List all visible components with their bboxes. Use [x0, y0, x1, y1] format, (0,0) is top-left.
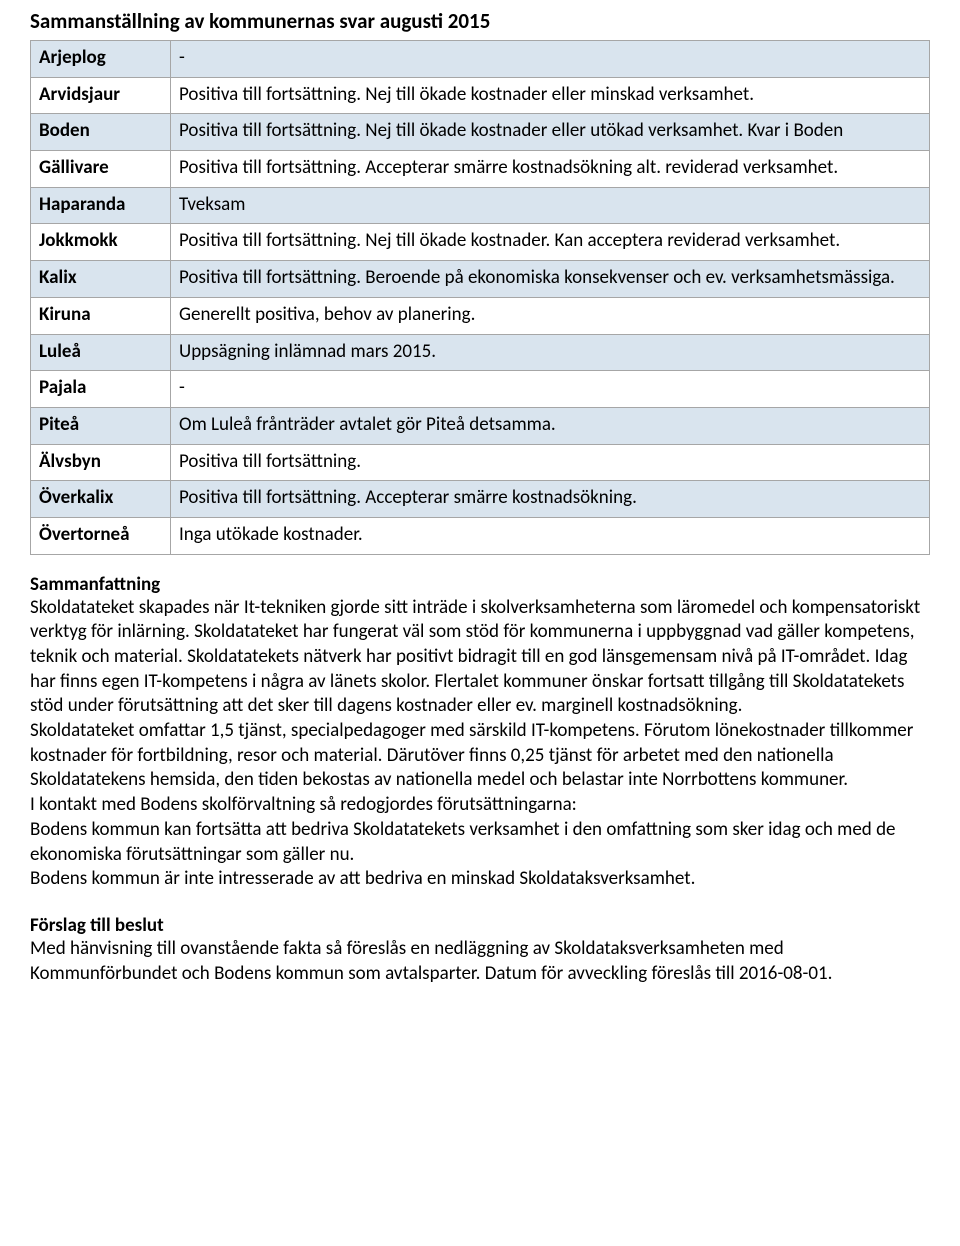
municipality-response: Positiva till fortsättning. Nej till öka…	[171, 114, 930, 151]
table-row: Pajala -	[31, 371, 930, 408]
table-row: ÄlvsbynPositiva till fortsättning.	[31, 444, 930, 481]
municipality-name: Gällivare	[31, 151, 171, 188]
summary-text-4: Bodens kommun kan fortsätta att bedriva …	[30, 818, 930, 867]
summary-text-2: Skoldatateket omfattar 1,5 tjänst, speci…	[30, 719, 930, 793]
summary-text-3: I kontakt med Bodens skolförvaltning så …	[30, 793, 930, 818]
table-row: Arjeplog-	[31, 41, 930, 78]
summary-heading: Sammanfattning	[30, 573, 930, 596]
table-row: BodenPositiva till fortsättning. Nej til…	[31, 114, 930, 151]
municipality-response: Om Luleå frånträder avtalet gör Piteå de…	[171, 407, 930, 444]
municipality-name: Övertorneå	[31, 517, 171, 554]
municipality-response: -	[171, 41, 930, 78]
municipality-response: Positiva till fortsättning. Nej till öka…	[171, 77, 930, 114]
municipality-name: Älvsbyn	[31, 444, 171, 481]
table-row: ArvidsjaurPositiva till fortsättning. Ne…	[31, 77, 930, 114]
municipality-response: Positiva till fortsättning. Beroende på …	[171, 261, 930, 298]
proposal-text: Med hänvisning till ovanstående fakta så…	[30, 937, 930, 986]
municipality-name: Jokkmokk	[31, 224, 171, 261]
municipality-response: Positiva till fortsättning. Accepterar s…	[171, 481, 930, 518]
municipality-name: Kalix	[31, 261, 171, 298]
table-row: HaparandaTveksam	[31, 187, 930, 224]
municipality-name: Kiruna	[31, 297, 171, 334]
municipality-name: Överkalix	[31, 481, 171, 518]
table-row: GällivarePositiva till fortsättning. Acc…	[31, 151, 930, 188]
municipality-name: Arjeplog	[31, 41, 171, 78]
municipality-table: Arjeplog-ArvidsjaurPositiva till fortsät…	[30, 40, 930, 555]
municipality-response: -	[171, 371, 930, 408]
municipality-response: Tveksam	[171, 187, 930, 224]
municipality-response: Positiva till fortsättning. Nej till öka…	[171, 224, 930, 261]
summary-text-1: Skoldatateket skapades när It-tekniken g…	[30, 596, 930, 719]
proposal-heading: Förslag till beslut	[30, 914, 930, 937]
municipality-response: Inga utökade kostnader.	[171, 517, 930, 554]
municipality-response: Uppsägning inlämnad mars 2015.	[171, 334, 930, 371]
table-row: PiteåOm Luleå frånträder avtalet gör Pit…	[31, 407, 930, 444]
table-row: JokkmokkPositiva till fortsättning. Nej …	[31, 224, 930, 261]
table-row: KalixPositiva till fortsättning. Beroend…	[31, 261, 930, 298]
table-row: ÖverkalixPositiva till fortsättning. Acc…	[31, 481, 930, 518]
municipality-response: Positiva till fortsättning.	[171, 444, 930, 481]
municipality-response: Generellt positiva, behov av planering.	[171, 297, 930, 334]
table-row: KirunaGenerellt positiva, behov av plane…	[31, 297, 930, 334]
municipality-response: Positiva till fortsättning. Accepterar s…	[171, 151, 930, 188]
municipality-name: Boden	[31, 114, 171, 151]
municipality-name: Pajala	[31, 371, 171, 408]
page-title: Sammanställning av kommunernas svar augu…	[30, 8, 930, 34]
table-row: ÖvertorneåInga utökade kostnader.	[31, 517, 930, 554]
summary-text-5: Bodens kommun är inte intresserade av at…	[30, 867, 930, 892]
municipality-name: Arvidsjaur	[31, 77, 171, 114]
municipality-name: Luleå	[31, 334, 171, 371]
municipality-name: Piteå	[31, 407, 171, 444]
table-row: Luleå Uppsägning inlämnad mars 2015.	[31, 334, 930, 371]
municipality-name: Haparanda	[31, 187, 171, 224]
page: Sammanställning av kommunernas svar augu…	[0, 0, 960, 1026]
